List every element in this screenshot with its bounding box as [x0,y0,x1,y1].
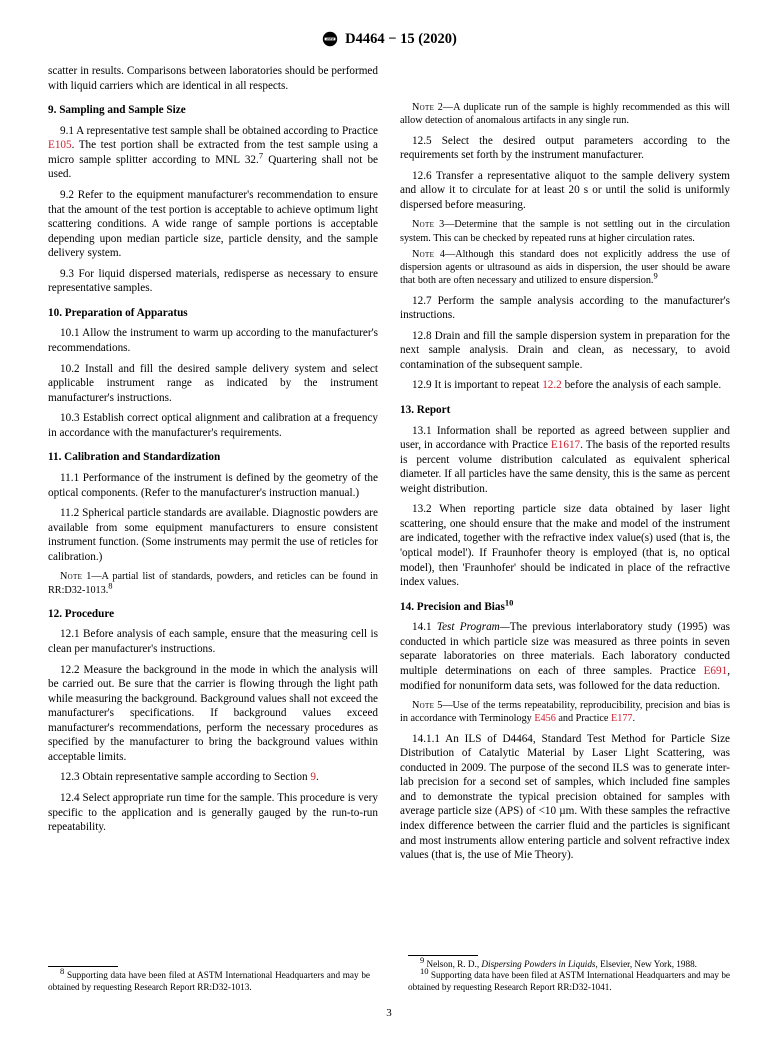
para-12-7: 12.7 Perform the sample analysis accordi… [400,294,730,323]
note-label: Note [60,571,82,582]
para-10-1: 10.1 Allow the instrument to warm up acc… [48,326,378,355]
note-label: Note [412,249,434,260]
para-12-2: 12.2 Measure the background in the mode … [48,663,378,765]
page-number: 3 [0,1007,778,1019]
text: and Practice [556,713,611,724]
text: 12.9 It is important to repeat [412,379,542,391]
footnote-8: 8 Supporting data have been filed at AST… [48,970,370,993]
footnote-ref-10: 10 [505,597,514,607]
note-4: Note 4—Although this standard does not e… [400,248,730,288]
text: Supporting data have been filed at ASTM … [48,970,370,992]
para-12-1: 12.1 Before analysis of each sample, ens… [48,627,378,656]
para-10-3: 10.3 Establish correct optical alignment… [48,411,378,440]
page: ASTM D4464 − 15 (2020) scatter in result… [0,0,778,1041]
section-11-title: 11. Calibration and Standardization [48,450,378,465]
note-5: Note 5—Use of the terms repeatability, r… [400,699,730,726]
para-14-1: 14.1 Test Program—The previous interlabo… [400,620,730,693]
footnote-9: 9 Nelson, R. D., Dispersing Powders in L… [408,959,730,971]
ref-link-e105[interactable]: E105 [48,139,72,151]
column-spacer [400,64,730,98]
para-12-3: 12.3 Obtain representative sample accord… [48,770,378,785]
text: 3—Determine that the sample is not settl… [400,219,730,243]
section-9-title: 9. Sampling and Sample Size [48,103,378,118]
note-3: Note 3—Determine that the sample is not … [400,218,730,245]
ref-link-e1617[interactable]: E1617 [551,439,580,451]
text: . [316,771,319,783]
para-12-6: 12.6 Transfer a representative aliquot t… [400,169,730,213]
footnotes-left: 8 Supporting data have been filed at AST… [48,966,370,993]
para-12-5: 12.5 Select the desired output parameter… [400,134,730,163]
note-1: Note 1—A partial list of standards, powd… [48,570,378,597]
para-9-2: 9.2 Refer to the equipment manufacturer'… [48,188,378,261]
svg-text:ASTM: ASTM [326,37,334,41]
text: 14. Precision and Bias [400,601,505,613]
ref-link-e456[interactable]: E456 [534,713,556,724]
designation: D4464 − 15 (2020) [345,31,457,48]
text: . [633,713,636,724]
section-12-title: 12. Procedure [48,607,378,622]
para-9-3: 9.3 For liquid dispersed materials, redi… [48,267,378,296]
note-2: Note 2—A duplicate run of the sample is … [400,101,730,128]
text: 1—A partial list of standards, powders, … [48,571,378,595]
para-12-8: 12.8 Drain and fill the sample dispersio… [400,329,730,373]
para: scatter in results. Comparisons between … [48,64,378,93]
footnote-ref-8: 8 [108,580,112,590]
text: Nelson, R. D., [424,959,481,969]
section-10-title: 10. Preparation of Apparatus [48,306,378,321]
section-14-title: 14. Precision and Bias10 [400,600,730,615]
text: , Elsevier, New York, 1988. [596,959,697,969]
para-12-4: 12.4 Select appropriate run time for the… [48,791,378,835]
astm-logo-icon: ASTM [321,30,339,48]
para-14-1-1: 14.1.1 An ILS of D4464, Standard Test Me… [400,732,730,863]
text: Supporting data have been filed at ASTM … [408,970,730,992]
footnote-rule [48,966,118,967]
text: 2—A duplicate run of the sample is highl… [400,102,730,126]
text: 14.1 [412,621,437,633]
page-header: ASTM D4464 − 15 (2020) [48,30,730,48]
content-columns: scatter in results. Comparisons between … [48,64,730,863]
note-label: Note [412,102,434,113]
text: 9.1 A representative test sample shall b… [60,125,378,137]
term: Test Program— [437,621,510,633]
footnote-rule [408,955,478,956]
citation-title: Dispersing Powders in Liquids [481,959,595,969]
text: 4—Although this standard does not explic… [400,249,730,287]
text: 12.3 Obtain representative sample accord… [60,771,310,783]
footnote-10: 10 Supporting data have been filed at AS… [408,970,730,993]
ref-link-12-2[interactable]: 12.2 [542,379,562,391]
text: before the analysis of each sample. [562,379,721,391]
para-13-2: 13.2 When reporting particle size data o… [400,502,730,589]
para-13-1: 13.1 Information shall be reported as ag… [400,424,730,497]
footnote-ref-9: 9 [653,271,657,281]
footnotes-right: 9 Nelson, R. D., Dispersing Powders in L… [408,955,730,994]
note-label: Note [412,700,434,711]
para-9-1: 9.1 A representative test sample shall b… [48,124,378,182]
section-13-title: 13. Report [400,403,730,418]
para-12-9: 12.9 It is important to repeat 12.2 befo… [400,378,730,393]
para-11-1: 11.1 Performance of the instrument is de… [48,471,378,500]
para-10-2: 10.2 Install and fill the desired sample… [48,362,378,406]
para-11-2: 11.2 Spherical particle standards are av… [48,506,378,564]
ref-link-e177[interactable]: E177 [611,713,633,724]
footnote-marker: 10 [420,966,429,976]
ref-link-e691[interactable]: E691 [704,665,728,677]
note-label: Note [412,219,434,230]
